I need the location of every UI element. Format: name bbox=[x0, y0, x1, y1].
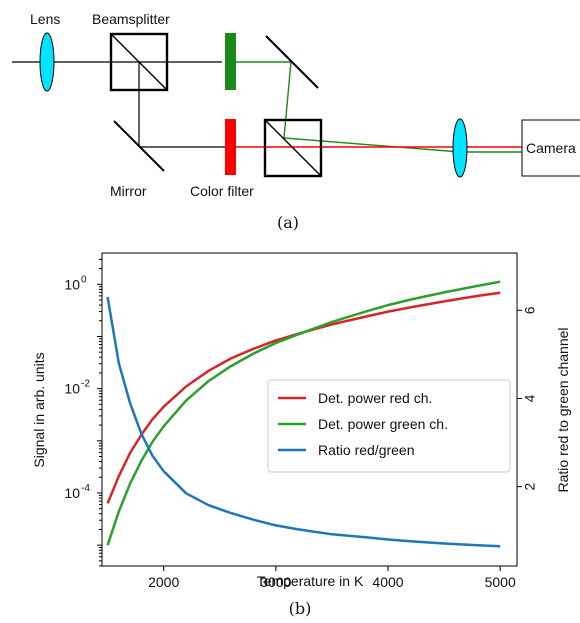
right-y-tick-label: 2 bbox=[522, 483, 538, 491]
right-y-tick-label: 6 bbox=[522, 306, 538, 314]
x-tick-label: 3000 bbox=[260, 574, 291, 590]
camera-box bbox=[521, 119, 580, 177]
legend-box bbox=[267, 379, 511, 473]
color-filter-label: Color filter bbox=[190, 183, 254, 199]
legend: Det. power red ch. Det. power green ch. … bbox=[267, 379, 511, 473]
red-color-filter bbox=[225, 119, 236, 175]
beamsplitter-label: Beamsplitter bbox=[92, 11, 170, 27]
x-tick-label: 5000 bbox=[485, 574, 516, 590]
left-y-tick-exponent: 0 bbox=[81, 274, 87, 285]
camera-lens bbox=[452, 118, 468, 178]
left-y-tick-exponent: -4 bbox=[81, 483, 90, 494]
green-color-filter bbox=[225, 33, 236, 90]
optical-setup-diagram: Lens Beamsplitter Mirror Color filter bbox=[12, 11, 580, 232]
camera-label: Camera bbox=[526, 140, 576, 156]
mirror-label: Mirror bbox=[110, 183, 147, 199]
left-y-axis-label: Signal in arb. units bbox=[31, 352, 47, 467]
legend-entry-ratio: Ratio red/green bbox=[318, 442, 415, 458]
legend-entry-green: Det. power green ch. bbox=[318, 416, 448, 432]
series-lines bbox=[106, 280, 501, 548]
x-tick-label: 4000 bbox=[372, 574, 403, 590]
series-line-1 bbox=[106, 280, 501, 546]
x-tick-label: 2000 bbox=[148, 574, 179, 590]
left-y-tick-label: 10 bbox=[64, 381, 80, 397]
lower-mirror bbox=[113, 120, 165, 172]
right-y-axis-ticks: 2 4 6 bbox=[517, 306, 538, 491]
series-line-2 bbox=[106, 296, 501, 548]
left-y-tick-label: 10 bbox=[64, 485, 80, 501]
right-y-tick-label: 4 bbox=[522, 394, 538, 402]
caption-a: (a) bbox=[277, 213, 299, 232]
input-lens bbox=[39, 32, 55, 92]
green-beam bbox=[236, 61, 522, 153]
beamsplitter-2 bbox=[263, 118, 323, 178]
upper-mirror bbox=[265, 35, 319, 89]
left-y-tick-label: 10 bbox=[64, 276, 80, 292]
right-y-axis-label: Ratio red to green channel bbox=[555, 328, 571, 493]
caption-b: (b) bbox=[289, 599, 312, 618]
x-axis-label: Temperature in K bbox=[257, 573, 364, 589]
lens-label: Lens bbox=[30, 11, 60, 27]
left-y-tick-exponent: -2 bbox=[81, 379, 90, 390]
x-axis-ticks: 2000 3000 4000 5000 bbox=[148, 566, 516, 590]
beamsplitter-2-diagonal bbox=[264, 119, 322, 177]
legend-entry-red: Det. power red ch. bbox=[318, 390, 432, 406]
